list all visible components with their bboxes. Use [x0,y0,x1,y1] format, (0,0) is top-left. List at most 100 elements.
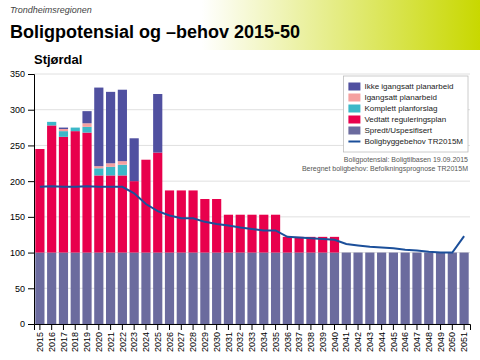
tick-mark [310,324,311,330]
tick-label: 2017 [59,332,69,352]
tick: 2039 [318,324,328,352]
tick: 2024 [141,324,151,352]
tick: 2051 [459,324,469,352]
bar [342,252,351,253]
tick-mark [252,324,253,330]
bar [377,252,386,253]
tick-label: 2039 [318,332,328,352]
bar [106,163,115,167]
bar [389,252,398,253]
tick-mark [145,324,146,330]
bar [177,253,186,324]
bar [353,252,362,253]
bar [271,215,280,253]
legend-label: Ikke igangsatt planarbeid [364,82,453,91]
bar [306,253,315,324]
grid [34,74,470,324]
tick-mark [51,324,52,330]
bar [259,214,268,215]
tick: 2036 [283,324,293,352]
bar [259,215,268,253]
bar [318,253,327,324]
tick: 2029 [200,324,210,352]
legend-swatch [348,116,360,124]
tick: 2028 [188,324,198,352]
tick-mark [287,324,288,330]
tick-mark [393,324,394,330]
bar [377,252,386,253]
bar [94,88,103,167]
tick-label: 2050 [447,332,457,352]
tick-label: 2049 [436,332,446,352]
bar [47,121,56,122]
bar [47,122,56,126]
bar [224,214,233,215]
bar [389,253,398,324]
legend: Ikke igangsatt planarbeidIgangsatt plana… [343,76,468,152]
tick-mark [416,324,417,330]
bar [118,90,127,161]
tick-mark [134,324,135,330]
tick-mark [87,324,88,330]
tick-label: 2034 [259,332,269,352]
bar [106,253,115,324]
tick-label: 2016 [47,332,57,352]
tick-mark [28,74,34,75]
bar [177,190,186,191]
bar [236,215,245,253]
bar [141,159,150,160]
bar [59,129,68,131]
tick: 2035 [271,324,281,352]
bar [59,128,68,129]
tick-label: 100 [10,248,25,258]
bar [365,252,374,253]
bar [212,199,221,200]
x-axis: 2015201620172018201920202021202220232024… [35,324,471,352]
bar-series [59,123,127,168]
legend-box [343,76,468,152]
bar [342,253,351,324]
bar [353,253,362,324]
bar [330,253,339,324]
bar [47,253,56,324]
tick: 2034 [259,324,269,352]
tick-label: 2031 [224,332,234,352]
bar-series [35,125,339,252]
bar [153,253,162,324]
line [40,186,464,252]
bar [224,214,233,215]
bar [200,199,209,200]
tick-label: 2041 [341,332,351,352]
bar [71,253,80,324]
bar [130,138,139,181]
bar [330,236,339,237]
tick-mark [440,324,441,330]
tick-label: 2046 [400,332,410,352]
bar [200,199,209,253]
tick-mark [322,324,323,330]
tick-mark [334,324,335,330]
tick-label: 2048 [424,332,434,352]
bar [35,149,44,253]
tick-label: 2032 [235,332,245,352]
bar [153,94,162,153]
bar-series [35,253,468,324]
bar [247,214,256,215]
chart-svg: TrondheimsregionenBoligpotensial og –beh… [0,0,480,360]
bar [247,214,256,215]
bar [141,253,150,324]
bar [271,214,280,215]
tick: 2042 [353,324,363,352]
bar [236,214,245,215]
bar [141,159,150,160]
bar [94,168,103,175]
tick-mark [110,324,111,330]
bar [118,161,127,165]
bar [342,252,351,253]
bar [188,190,197,191]
bar [224,253,233,324]
tick: 2026 [165,324,175,352]
tick-mark [63,324,64,330]
note: Boligpotensial: Boligtilbasen 19.09.2015 [344,156,468,164]
bar [71,127,80,128]
